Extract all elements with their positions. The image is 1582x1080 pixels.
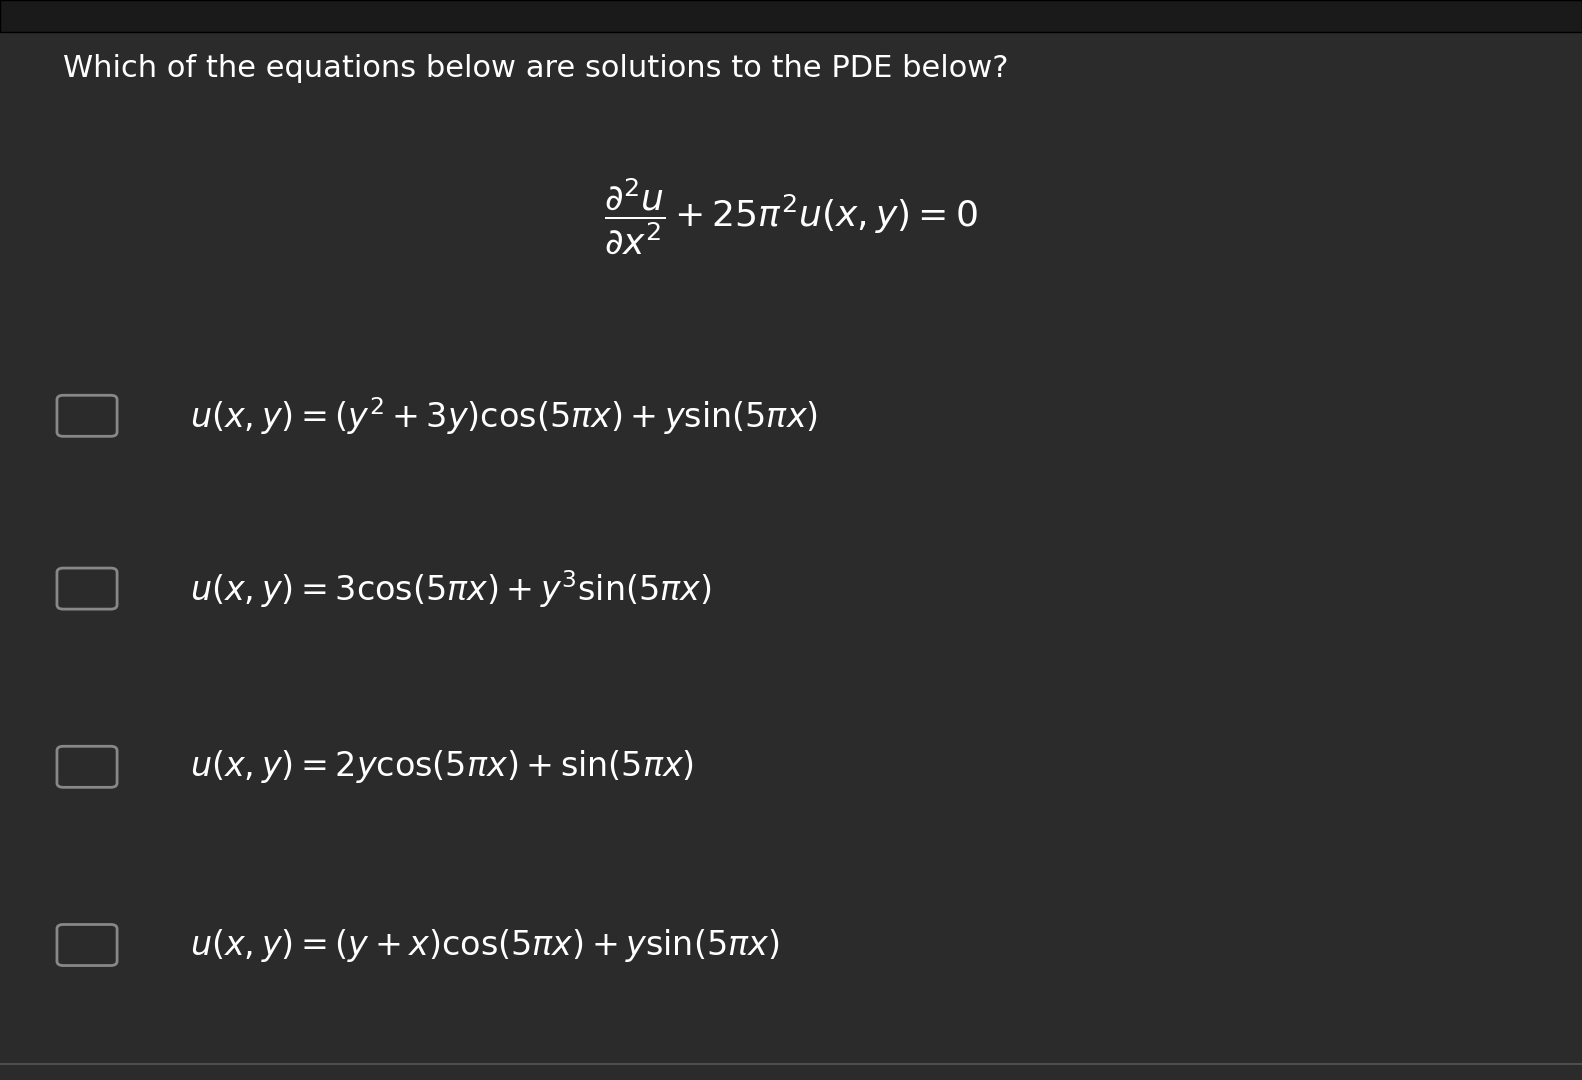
Text: $u(x, y) = 3\cos(5\pi x) + y^{3}\sin(5\pi x)$: $u(x, y) = 3\cos(5\pi x) + y^{3}\sin(5\p… xyxy=(190,568,712,609)
Text: $u(x, y) = (y + x)\cos(5\pi x) + y\sin(5\pi x)$: $u(x, y) = (y + x)\cos(5\pi x) + y\sin(5… xyxy=(190,927,780,963)
FancyBboxPatch shape xyxy=(0,0,1582,32)
Text: Which of the equations below are solutions to the PDE below?: Which of the equations below are solutio… xyxy=(63,54,1009,83)
Text: $u(x, y) = (y^{2} + 3y)\cos(5\pi x) + y\sin(5\pi x)$: $u(x, y) = (y^{2} + 3y)\cos(5\pi x) + y\… xyxy=(190,395,818,436)
Text: $\dfrac{\partial^{2} u}{\partial x^{2}} + 25\pi^{2} u(x, y) = 0$: $\dfrac{\partial^{2} u}{\partial x^{2}} … xyxy=(604,176,978,256)
Text: $u(x, y) = 2y\cos(5\pi x) + \sin(5\pi x)$: $u(x, y) = 2y\cos(5\pi x) + \sin(5\pi x)… xyxy=(190,748,694,785)
